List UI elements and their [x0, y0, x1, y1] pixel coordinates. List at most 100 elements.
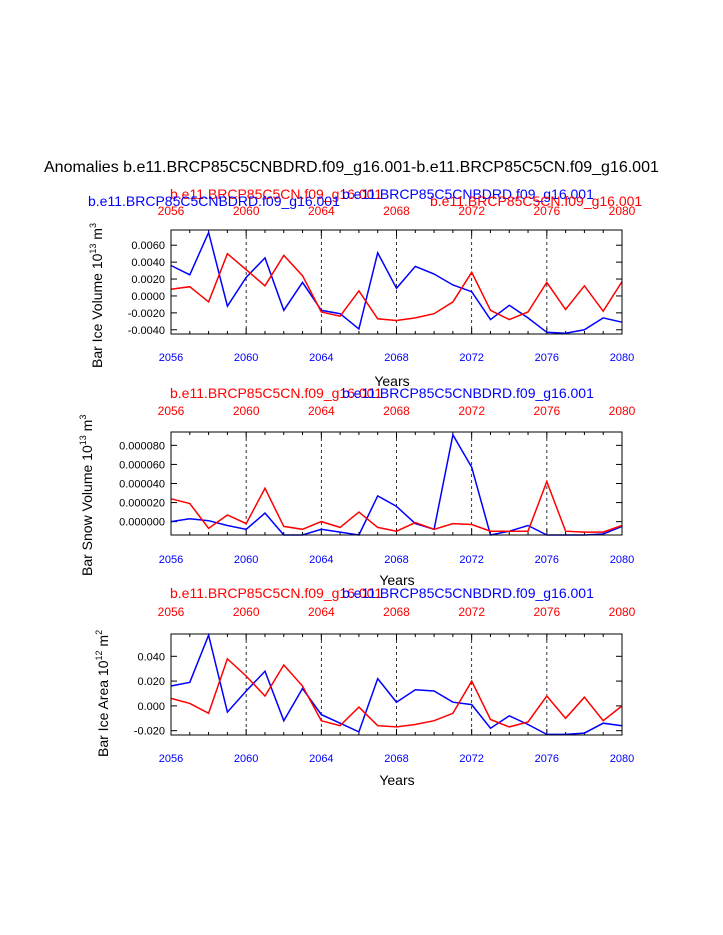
panel-3-ylabel-text: Bar Ice Area 10 [95, 660, 111, 757]
panel-2-ylabel-text: Bar Snow Volume 10 [79, 445, 95, 576]
panel-1-ytick-label-3: 0.0020 [131, 274, 165, 286]
panel-3-bottom-tick-2080: 2080 [610, 753, 634, 765]
panel-2-ylabel-unit-exp: 3 [78, 415, 88, 420]
panel-3-top-tick-2060: 2060 [233, 605, 260, 619]
panel-1-title-red-2: b.e11.BRCP85C5CN.f09_g16.001 [430, 193, 642, 209]
panel-1-y-tick-labels: -0.0040 -0.0020 0.0000 0.0020 0.0040 0.0060 [128, 240, 165, 337]
panel-2-series-red [170, 479, 623, 533]
panel-2-top-tick-2072: 2072 [458, 404, 485, 418]
panel-3-series-blue [170, 632, 623, 736]
panel-1-bottom-tick-2068: 2068 [384, 352, 408, 364]
panel-3-ytick-label-3: 0.040 [137, 651, 165, 663]
panel-1-top-tick-2072: 2072 [458, 204, 485, 218]
panel-1-top-tick-2060: 2060 [233, 204, 260, 218]
panel-1-ylabel-exp: 13 [88, 244, 98, 254]
panel-1-title-blue: b.e11.BRCP85C5CNBDRD.f09_g16.001 [342, 186, 594, 202]
panel-1-ylabel-unit-exp: 3 [88, 223, 98, 228]
panel-3-top-tick-2076: 2076 [533, 605, 560, 619]
panel-1-top-tick-2080: 2080 [609, 204, 636, 218]
panel-3-bottom-tick-2076: 2076 [535, 753, 559, 765]
panel-1-bottom-tick-2080: 2080 [610, 352, 634, 364]
panel-1-series-blue [170, 230, 623, 334]
panel-2-title-blue: b.e11.BRCP85C5CNBDRD.f09_g16.001 [342, 385, 594, 401]
panel-3-series-red [170, 657, 623, 728]
panel-3-bottom-tick-2056: 2056 [159, 753, 183, 765]
panel-1-title-blue-2: b.e11.BRCP85C5CNBDRD.f09_g16.001 [88, 193, 340, 209]
panel-1-bottom-tick-2072: 2072 [459, 352, 483, 364]
panel-1-ytick-label-5: 0.0060 [131, 240, 165, 252]
panel-1-bottom-tick-2076: 2076 [535, 352, 559, 364]
panel-1-frame [170, 229, 623, 335]
panel-2-ylabel-unit: m [79, 420, 95, 436]
panel-snow-volume: b.e11.BRCP85C5CN.f09_g16.001 b.e11.BRCP8… [78, 385, 636, 588]
panel-1-bottom-tick-2064: 2064 [309, 352, 333, 364]
panel-1-ylabel-text: Bar Ice Volume 10 [89, 253, 105, 368]
panel-2-top-tick-2056: 2056 [158, 404, 185, 418]
panel-3-ylabel: Bar Ice Area 1012 m2 [94, 630, 111, 757]
panel-1-bottom-tick-labels: 2056 2060 2064 2068 2072 2076 2080 [159, 352, 634, 364]
panel-1-top-tick-labels: 2056 2060 2064 2068 2072 2076 2080 [158, 204, 636, 218]
figure-title: Anomalies b.e11.BRCP85C5CNBDRD.f09_g16.0… [44, 159, 659, 176]
panel-2-bottom-tick-2068: 2068 [384, 554, 408, 566]
panel-3-ylabel-unit-exp: 2 [94, 630, 104, 635]
panel-3-top-tick-2056: 2056 [158, 605, 185, 619]
panel-3-top-tick-2064: 2064 [308, 605, 335, 619]
panel-3-ytick-label-2: 0.020 [137, 676, 165, 688]
panel-1-ytick-label-1: -0.0020 [128, 308, 165, 320]
panel-2-ytick-label-4: 0.000080 [119, 440, 165, 452]
panel-2-y-tick-labels: 0.000000 0.000020 0.000040 0.000060 0.000080 [119, 440, 165, 528]
panel-2-bottom-tick-2072: 2072 [459, 554, 483, 566]
panel-3-xlabel: Years [379, 772, 414, 788]
panel-2-ytick-label-3: 0.000060 [119, 459, 165, 471]
panel-2-grid [245, 432, 548, 535]
panel-1-ylabel-unit: m [89, 228, 105, 244]
panel-2-bottom-tick-2064: 2064 [309, 554, 333, 566]
panel-1-ytick-label-4: 0.0040 [131, 257, 165, 269]
panel-2-bottom-tick-2076: 2076 [535, 554, 559, 566]
panel-3-ytick-label-1: 0.000 [137, 701, 165, 713]
panel-3-top-tick-2068: 2068 [383, 605, 410, 619]
panel-3-ylabel-unit: m [95, 635, 111, 651]
panel-3-bottom-tick-labels: 2056 2060 2064 2068 2072 2076 2080 [159, 753, 634, 765]
panel-3-top-tick-labels: 2056 2060 2064 2068 2072 2076 2080 [158, 605, 636, 619]
panel-3-ylabel-exp: 12 [94, 650, 104, 660]
panel-1-bottom-tick-2060: 2060 [234, 352, 258, 364]
panel-3-bottom-tick-2068: 2068 [384, 753, 408, 765]
panel-1-top-tick-2064: 2064 [308, 204, 335, 218]
panel-3-y-tick-labels: -0.020 0.000 0.020 0.040 [134, 651, 165, 737]
panel-3-bottom-tick-2064: 2064 [309, 753, 333, 765]
panel-3-frame [170, 633, 623, 736]
panel-3-grid [245, 634, 548, 735]
panel-1-ylabel: Bar Ice Volume 1013 m3 [88, 223, 105, 368]
panel-2-xlabel: Years [379, 572, 414, 588]
panel-3-top-tick-2072: 2072 [458, 605, 485, 619]
panel-2-ylabel-exp: 13 [78, 435, 88, 445]
panel-1-top-tick-2056: 2056 [158, 204, 185, 218]
panel-2-top-tick-2064: 2064 [308, 404, 335, 418]
panel-ice-area: b.e11.BRCP85C5CN.f09_g16.001 b.e11.BRCP8… [94, 585, 636, 788]
panel-2-title-red: b.e11.BRCP85C5CN.f09_g16.001 [170, 385, 382, 401]
panel-2-bottom-tick-2060: 2060 [234, 554, 258, 566]
panel-2-bottom-tick-2080: 2080 [610, 554, 634, 566]
panel-2-ytick-label-1: 0.000020 [119, 498, 165, 510]
panel-2-ytick-label-2: 0.000040 [119, 479, 165, 491]
panel-3-title-red: b.e11.BRCP85C5CN.f09_g16.001 [170, 585, 382, 601]
panel-3-ytick-label-0: -0.020 [134, 726, 165, 738]
panel-1-title-red: b.e11.BRCP85C5CN.f09_g16.001 [170, 186, 382, 202]
panel-3-title-blue: b.e11.BRCP85C5CNBDRD.f09_g16.001 [342, 585, 594, 601]
panel-1-ytick-label-0: -0.0040 [128, 325, 165, 337]
panel-2-ylabel: Bar Snow Volume 1013 m3 [78, 415, 95, 576]
panel-2-bottom-tick-2056: 2056 [159, 554, 183, 566]
panel-2-ytick-label-0: 0.000000 [119, 517, 165, 529]
panel-1-bottom-tick-2056: 2056 [159, 352, 183, 364]
panel-3-bottom-tick-2072: 2072 [459, 753, 483, 765]
panel-1-xlabel: Years [374, 373, 409, 389]
panel-1-grid [245, 230, 548, 334]
panel-3-bottom-tick-2060: 2060 [234, 753, 258, 765]
panel-2-top-tick-2080: 2080 [609, 404, 636, 418]
panel-2-top-tick-2076: 2076 [533, 404, 560, 418]
panel-1-series-red [170, 252, 623, 322]
panel-ice-volume: b.e11.BRCP85C5CN.f09_g16.001 b.e11.BRCP8… [88, 186, 642, 389]
panel-1-tick-marks [170, 230, 623, 334]
